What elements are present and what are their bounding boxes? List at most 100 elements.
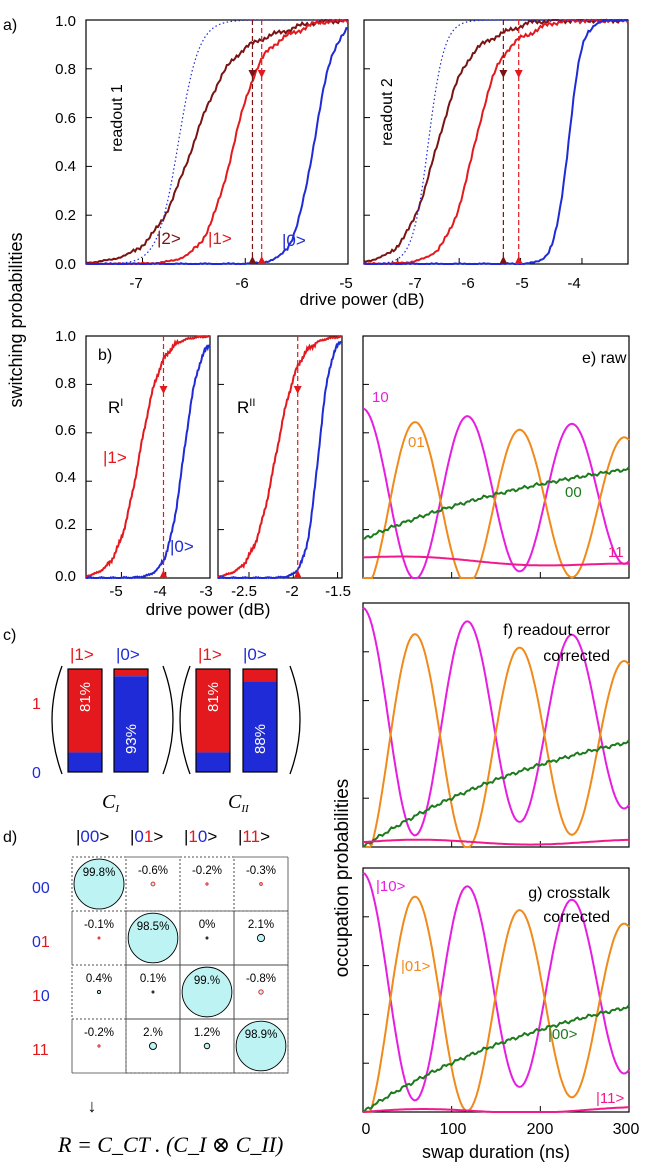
d-grid: 99.8% -0.6% -0.2% -0.3% -0.1% 98.5% 0% 2.1% 0.4%… bbox=[71, 856, 289, 1074]
switching-probabilities-ylabel: switching probabilities bbox=[6, 232, 26, 407]
c-matrix-I-name: CI bbox=[102, 791, 120, 815]
curve-00 bbox=[362, 1004, 630, 1113]
curve-0 bbox=[85, 344, 211, 580]
panel-a-label: a) bbox=[3, 17, 17, 34]
d-cell-value: 1.2% bbox=[194, 1027, 220, 1039]
b-xlabel: drive power (dB) bbox=[146, 600, 271, 619]
a-left-xtick-m7: -7 bbox=[129, 275, 142, 292]
b-legend-state-0: |0> bbox=[170, 537, 194, 556]
curve-10 bbox=[362, 872, 630, 1102]
d-cell-value: 0.4% bbox=[86, 973, 112, 985]
b-right-plot bbox=[217, 334, 343, 580]
d-col-label-2: |10> bbox=[184, 827, 217, 846]
curve-00 bbox=[362, 739, 630, 848]
b-right-frame bbox=[217, 335, 343, 579]
a-ytick-0-6: 0.6 bbox=[55, 110, 76, 127]
g-label-00: |00> bbox=[548, 1026, 578, 1043]
f-title-line2: corrected bbox=[543, 648, 610, 665]
d-row-label-00: 00 bbox=[32, 880, 50, 897]
a-right-xtick-m4: -4 bbox=[567, 275, 580, 292]
b-ytick-0-2: 0.2 bbox=[55, 516, 76, 533]
d-bubble bbox=[205, 936, 209, 940]
c-I-col-one: |1> bbox=[70, 645, 94, 664]
c-I-right-paren bbox=[162, 665, 174, 775]
efg-xlabel: swap duration (ns) bbox=[422, 1142, 570, 1162]
a-right-frame bbox=[363, 19, 629, 265]
curve-11 bbox=[362, 1106, 629, 1113]
d-cell-value: 99.8% bbox=[83, 867, 116, 879]
g-title-line1: g) crosstalk bbox=[528, 885, 611, 902]
d-cell-value: -0.8% bbox=[246, 973, 276, 985]
b-right-xtick-m1-5: -1.5 bbox=[325, 583, 351, 600]
d-bubble bbox=[256, 933, 266, 943]
g-label-11: |11> bbox=[596, 1090, 624, 1107]
a-right-xtick-m5: -5 bbox=[515, 275, 528, 292]
d-cell-value: 98.5% bbox=[137, 921, 170, 933]
readout-2-label: readout 2 bbox=[379, 78, 396, 146]
curve-2 bbox=[363, 18, 628, 263]
c-I-left-paren bbox=[51, 665, 63, 775]
curve-0 bbox=[217, 340, 342, 580]
d-bubble bbox=[97, 1044, 101, 1048]
b-ytick-0-4: 0.4 bbox=[55, 469, 76, 486]
g-title-line2: corrected bbox=[543, 909, 610, 926]
d-bubble bbox=[150, 881, 156, 887]
e-plot bbox=[362, 335, 630, 579]
d-col-labels: |00> |01> |10> |11> bbox=[76, 827, 270, 846]
c-II-zero-bar-main bbox=[243, 681, 277, 772]
c-II-zero-bar-outline bbox=[242, 668, 278, 773]
d-cell-value: -0.2% bbox=[84, 1027, 114, 1039]
d-cell-value: -0.3% bbox=[246, 865, 276, 877]
d-bubble bbox=[205, 882, 209, 886]
d-bubble bbox=[96, 989, 102, 995]
a-ytick-0-8: 0.8 bbox=[55, 61, 76, 78]
e-label-11: 11 bbox=[608, 544, 624, 561]
c-bars: 81% 93% 81% 88% bbox=[67, 668, 278, 773]
b-yticks: 1.0 0.8 0.6 0.4 0.2 0.0 bbox=[55, 328, 76, 585]
b-legend-state-1: |1> bbox=[103, 448, 127, 467]
curve-0 bbox=[363, 18, 628, 266]
c-I-one-bar-rest bbox=[68, 752, 102, 772]
g-label-10: |10> bbox=[376, 878, 406, 895]
a-ytick-0-4: 0.4 bbox=[55, 158, 76, 175]
d-cell-value: 2.1% bbox=[248, 919, 274, 931]
c-II-left-paren bbox=[179, 665, 191, 775]
d-bubble bbox=[235, 1020, 287, 1072]
c-I-one-bar-pct: 81% bbox=[77, 682, 94, 712]
c-I-zero-bar-main bbox=[114, 676, 148, 772]
c-II-one-bar-pct: 81% bbox=[205, 682, 222, 712]
d-bubble bbox=[73, 858, 125, 910]
c-matrix-II-name: CII bbox=[228, 791, 250, 815]
c-I-one-bar-outline bbox=[67, 668, 103, 773]
curve-1 bbox=[363, 18, 629, 266]
d-cell-value: -0.6% bbox=[138, 865, 168, 877]
threshold-arrow-top bbox=[257, 70, 266, 78]
b-left-plot bbox=[85, 334, 211, 580]
d-bubble bbox=[258, 989, 264, 995]
curve-01 bbox=[363, 633, 630, 848]
curve-01 bbox=[363, 895, 630, 1113]
x-tick-0: 0 bbox=[362, 1121, 371, 1138]
d-bubble bbox=[259, 882, 263, 886]
threshold-arrow-top bbox=[293, 386, 302, 394]
a-left-plot bbox=[85, 18, 349, 266]
d-bubble bbox=[149, 1042, 157, 1050]
threshold-arrow-bottom bbox=[257, 256, 266, 264]
panel-b-label: b) bbox=[98, 347, 112, 364]
b-left-xtick-m5: -5 bbox=[109, 583, 122, 600]
e-frame bbox=[362, 335, 630, 579]
e-label-00: 00 bbox=[565, 484, 582, 501]
threshold-arrow-bottom bbox=[248, 256, 257, 264]
d-cell-value: 0% bbox=[199, 919, 216, 931]
d-down-arrow: ↓ bbox=[88, 1096, 97, 1116]
panel-c-label: c) bbox=[3, 627, 16, 644]
d-formula: R = C_CT . (C_I ⊗ C_II) bbox=[57, 1132, 283, 1157]
d-cell bbox=[233, 856, 289, 912]
c-II-one-bar-rest bbox=[196, 752, 230, 772]
d-bubble bbox=[127, 912, 179, 964]
curve-2 bbox=[85, 18, 348, 265]
a-left-xtick-m5: -5 bbox=[339, 275, 352, 292]
threshold-arrow-top bbox=[159, 386, 168, 394]
c-I-one-bar-main bbox=[68, 669, 102, 753]
